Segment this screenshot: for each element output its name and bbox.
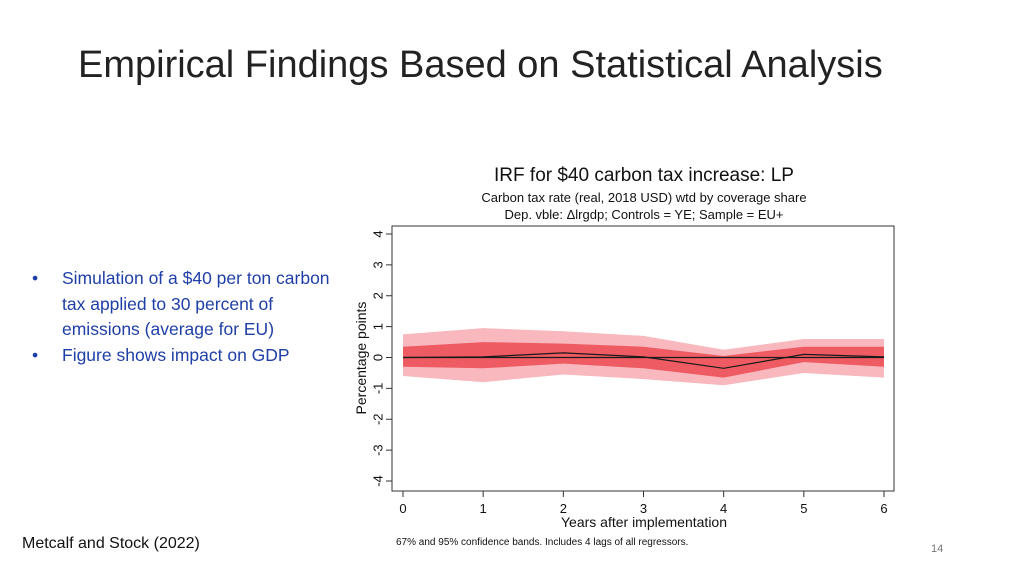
- page-number: 14: [931, 543, 944, 555]
- bullet-list: • Simulation of a $40 per ton carbon tax …: [30, 266, 330, 368]
- bullet-dot: •: [32, 268, 39, 288]
- y-tick-label: -4: [371, 475, 386, 487]
- y-tick-label: 0: [371, 354, 386, 361]
- chart-note: 67% and 95% confidence bands. Includes 4…: [396, 537, 688, 548]
- chart-subtitle-line-1: Carbon tax rate (real, 2018 USD) wtd by …: [481, 190, 806, 205]
- y-tick-label: -3: [371, 444, 386, 456]
- x-tick-label: 6: [880, 501, 887, 516]
- bullet-text: Figure shows impact on GDP: [62, 344, 290, 365]
- slide-title: Empirical Findings Based on Statistical …: [78, 44, 883, 86]
- x-tick-label: 4: [720, 501, 727, 516]
- chart-subtitle-line-2: Dep. vble: Δlrgdp; Controls = YE; Sample…: [504, 207, 783, 222]
- confidence-band-67: [403, 342, 884, 378]
- y-tick-label: -1: [371, 383, 386, 395]
- x-tick-label: 2: [560, 501, 567, 516]
- x-tick-label: 5: [800, 501, 807, 516]
- x-tick-label: 1: [480, 501, 487, 516]
- citation: Metcalf and Stock (2022): [22, 535, 200, 552]
- y-tick-label: 1: [371, 323, 386, 330]
- chart-title: IRF for $40 carbon tax increase: LP: [494, 165, 794, 186]
- y-tick-label: -2: [371, 413, 386, 425]
- y-axis-label: Percentage points: [353, 302, 369, 415]
- x-axis-label: Years after implementation: [561, 514, 727, 530]
- y-tick-label: 4: [371, 230, 386, 237]
- irf-estimate-line: [402, 352, 885, 369]
- bullet-text: Simulation of a $40 per ton carbon tax a…: [62, 268, 330, 339]
- plot-area: [402, 328, 885, 386]
- y-tick-label: 2: [371, 292, 386, 299]
- bullet-item: • Simulation of a $40 per ton carbon tax …: [30, 266, 330, 343]
- bullet-dot: •: [32, 344, 39, 365]
- y-tick-label: 3: [371, 261, 386, 268]
- x-tick-label: 0: [399, 501, 406, 516]
- bullet-item: • Figure shows impact on GDP: [30, 343, 330, 369]
- x-tick-label: 3: [640, 501, 647, 516]
